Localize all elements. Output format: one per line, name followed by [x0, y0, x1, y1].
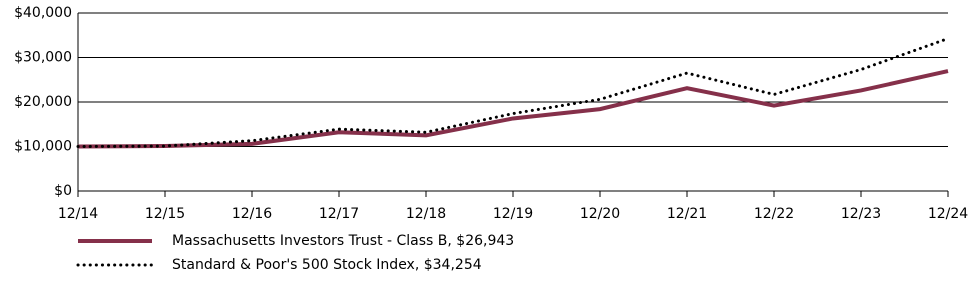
x-tick-label: 12/19: [493, 206, 533, 222]
y-tick-label: $20,000: [14, 94, 72, 110]
series-line: [76, 37, 950, 148]
y-tick-label: $40,000: [14, 5, 72, 21]
series-line: [77, 69, 949, 149]
x-tick-label: 12/15: [145, 206, 185, 222]
x-tick-label: 12/23: [841, 206, 881, 222]
y-tick-label: $0: [54, 183, 72, 199]
x-tick-label: 12/17: [319, 206, 359, 222]
x-tick-label: 12/16: [232, 206, 272, 222]
y-tick-label: $10,000: [14, 139, 72, 155]
legend-label: Standard & Poor's 500 Stock Index, $34,2…: [172, 257, 482, 273]
x-tick-label: 12/21: [667, 206, 707, 222]
x-tick-label: 12/24: [928, 206, 968, 222]
x-tick-label: 12/20: [580, 206, 620, 222]
x-tick-label: 12/22: [754, 206, 794, 222]
x-tick-label: 12/14: [58, 206, 98, 222]
x-tick-label: 12/18: [406, 206, 446, 222]
legend-label: Massachusetts Investors Trust - Class B,…: [172, 233, 514, 249]
y-tick-label: $30,000: [14, 50, 72, 66]
